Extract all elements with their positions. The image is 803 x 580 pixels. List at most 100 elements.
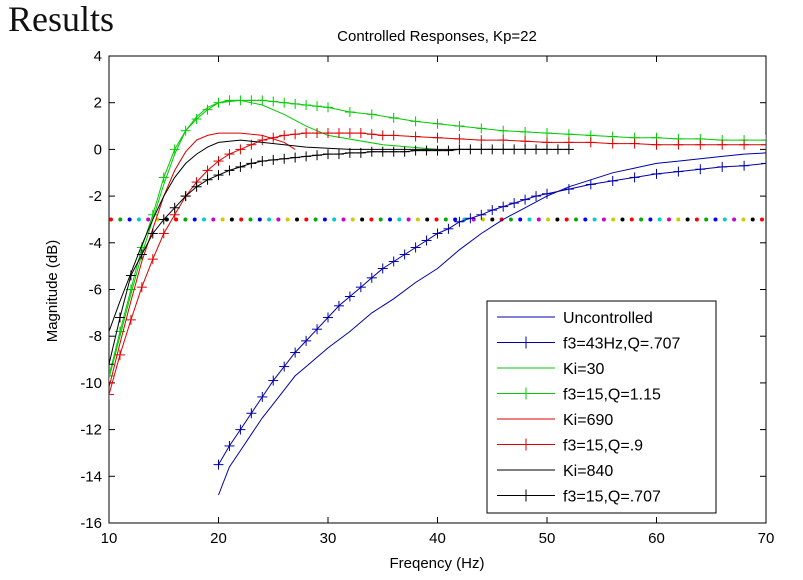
y-tick-label: -6: [89, 282, 102, 299]
data-point: [673, 166, 684, 177]
reference-dot: [350, 217, 355, 222]
data-point: [312, 324, 323, 335]
series-line-ki-690: [109, 132, 296, 388]
data-point: [377, 263, 388, 274]
data-point: [147, 209, 158, 220]
data-point: [290, 152, 301, 163]
data-point: [224, 165, 235, 176]
reference-dot: [220, 217, 225, 222]
y-tick-label: -16: [80, 515, 102, 532]
data-point: [180, 125, 191, 136]
reference-dot: [676, 217, 681, 222]
data-point: [235, 424, 246, 435]
x-axis-label: Freqency (Hz): [389, 555, 484, 572]
data-point: [761, 158, 766, 169]
data-point: [651, 139, 662, 150]
data-point: [421, 235, 432, 246]
legend-label: Uncontrolled: [563, 310, 653, 327]
data-point: [323, 149, 333, 160]
data-point: [366, 146, 377, 157]
data-point: [333, 300, 344, 311]
data-point: [246, 408, 257, 419]
reference-dot: [369, 217, 374, 222]
data-point: [366, 109, 377, 120]
data-point: [520, 144, 531, 155]
data-point: [290, 129, 301, 140]
data-point: [739, 139, 750, 150]
data-point: [673, 139, 684, 150]
legend: Uncontrolled f3=43Hz,Q=.707 Ki=30 f3=15,Q=1…: [486, 300, 717, 514]
data-point: [235, 144, 246, 155]
data-point: [279, 130, 290, 141]
y-tick-label: -12: [80, 422, 102, 439]
data-point: [125, 314, 136, 325]
y-tick-label: 4: [94, 48, 102, 65]
data-point: [180, 191, 191, 202]
data-point: [109, 389, 114, 400]
reference-dot: [406, 217, 411, 222]
data-point: [268, 154, 279, 165]
data-point: [476, 135, 487, 146]
data-point: [279, 97, 290, 108]
data-point: [257, 95, 268, 106]
data-point: [355, 282, 366, 293]
data-point: [312, 101, 323, 112]
data-point: [443, 223, 454, 234]
chart-title: Controlled Responses, Kp=22: [337, 28, 537, 45]
data-point: [454, 121, 465, 132]
reference-dot: [257, 217, 262, 222]
reference-dot: [295, 217, 299, 222]
data-point: [279, 153, 290, 164]
reference-line-minus-3db: [109, 217, 764, 222]
data-point: [323, 102, 333, 113]
data-point: [158, 214, 169, 225]
y-tick-label: -10: [80, 375, 102, 392]
data-point: [114, 312, 125, 323]
data-point: [388, 112, 399, 123]
x-tick-label: 50: [539, 530, 556, 547]
data-point: [717, 139, 728, 150]
reference-dot: [508, 217, 513, 222]
reference-dot: [555, 217, 560, 222]
legend-label: f3=15,Q=1.15: [563, 387, 661, 404]
reference-dot: [704, 217, 709, 222]
data-point: [509, 144, 520, 155]
data-point: [476, 144, 487, 155]
reference-dot: [192, 217, 197, 222]
data-point: [366, 272, 377, 283]
x-tick-label: 10: [101, 530, 118, 547]
legend-item: f3=15,Q=.707: [497, 489, 661, 506]
reference-dot: [657, 217, 662, 222]
reference-dot: [136, 217, 141, 222]
data-point: [717, 161, 728, 172]
data-point: [109, 359, 114, 370]
series-line-ki-30: [109, 99, 438, 379]
data-point: [323, 312, 333, 323]
data-point: [301, 335, 312, 346]
data-point: [147, 228, 158, 239]
reference-dot: [611, 217, 616, 222]
data-point: [399, 146, 410, 157]
y-tick-label: 0: [94, 141, 102, 158]
reference-dot: [322, 217, 327, 222]
data-point: [169, 144, 180, 155]
x-tick-label: 20: [210, 530, 227, 547]
data-point: [279, 361, 290, 372]
data-point: [410, 145, 421, 156]
reference-dot: [694, 217, 699, 222]
legend-label: Ki=840: [563, 463, 613, 480]
data-point: [312, 128, 323, 139]
data-point: [290, 98, 301, 109]
data-point: [333, 149, 344, 160]
data-point: [443, 145, 454, 156]
legend-box: [486, 300, 717, 514]
data-point: [563, 144, 574, 155]
data-point: [191, 181, 202, 192]
data-point: [563, 184, 574, 195]
data-point: [498, 144, 509, 155]
reference-dot: [341, 217, 346, 222]
legend-label: Ki=690: [563, 412, 613, 429]
data-point: [629, 138, 640, 149]
reference-dot: [481, 217, 485, 222]
